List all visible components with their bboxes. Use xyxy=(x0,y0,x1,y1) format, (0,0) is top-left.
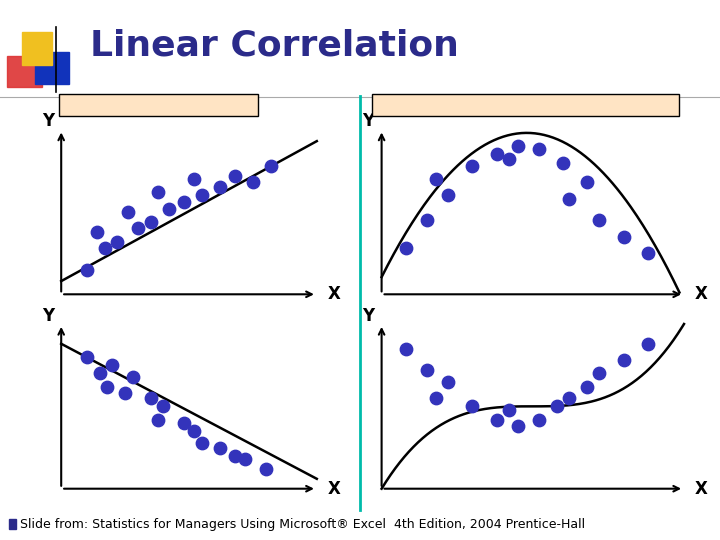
Point xyxy=(189,174,200,183)
Point xyxy=(618,356,629,364)
Text: Y: Y xyxy=(363,307,374,325)
Text: Slide from: Statistics for Managers Using Microsoft® Excel  4th Edition, 2004 Pr: Slide from: Statistics for Managers Usin… xyxy=(20,518,585,531)
Point xyxy=(503,406,514,414)
Point xyxy=(431,174,442,183)
Point xyxy=(178,418,189,427)
Point xyxy=(196,191,207,200)
Point xyxy=(102,382,113,391)
Point xyxy=(421,216,433,225)
Point xyxy=(642,249,654,258)
Point xyxy=(442,377,454,386)
Point xyxy=(214,443,225,452)
Point xyxy=(145,218,156,226)
Point xyxy=(122,207,133,216)
Point xyxy=(467,161,478,170)
Text: Y: Y xyxy=(42,112,54,131)
Point xyxy=(582,382,593,391)
Point xyxy=(593,216,605,225)
Point xyxy=(533,145,544,154)
Point xyxy=(189,427,200,435)
Point xyxy=(91,227,103,236)
Bar xyxy=(35,52,69,84)
Point xyxy=(533,415,544,424)
Point xyxy=(132,224,144,233)
Text: Y: Y xyxy=(363,112,374,131)
Point xyxy=(107,361,118,369)
Point xyxy=(552,402,563,410)
Point xyxy=(503,155,514,164)
Point xyxy=(400,244,412,253)
Bar xyxy=(9,519,16,529)
Point xyxy=(229,171,240,180)
Bar xyxy=(7,56,42,87)
Point xyxy=(145,394,156,402)
Point xyxy=(467,402,478,410)
Point xyxy=(557,158,569,167)
Point xyxy=(593,369,605,378)
Text: Linear relationships: Linear relationships xyxy=(73,98,244,113)
FancyBboxPatch shape xyxy=(59,94,258,116)
Point xyxy=(99,244,110,253)
FancyBboxPatch shape xyxy=(372,94,679,116)
Point xyxy=(153,188,164,197)
Text: X: X xyxy=(695,285,708,303)
Point xyxy=(196,438,207,447)
Point xyxy=(127,373,138,381)
Point xyxy=(512,422,523,430)
Point xyxy=(582,178,593,187)
Point xyxy=(512,141,523,150)
Text: X: X xyxy=(328,285,341,303)
Bar xyxy=(22,32,52,65)
Text: Y: Y xyxy=(42,307,54,325)
Point xyxy=(247,178,258,187)
Point xyxy=(94,369,105,378)
Point xyxy=(120,389,131,397)
Point xyxy=(229,451,240,460)
Point xyxy=(163,204,174,213)
Point xyxy=(265,161,276,170)
Point xyxy=(153,415,164,424)
Text: X: X xyxy=(328,480,341,498)
Point xyxy=(491,150,503,159)
Point xyxy=(442,191,454,200)
Point xyxy=(81,265,92,274)
Point xyxy=(491,415,503,424)
Point xyxy=(642,340,654,348)
Point xyxy=(214,183,225,192)
Point xyxy=(563,194,575,203)
Point xyxy=(563,394,575,402)
Text: Curvilinear relationships: Curvilinear relationships xyxy=(420,98,631,113)
Point xyxy=(431,394,442,402)
Point xyxy=(81,353,92,361)
Text: Linear Correlation: Linear Correlation xyxy=(90,29,459,63)
Point xyxy=(260,464,271,473)
Point xyxy=(178,198,189,206)
Point xyxy=(112,237,123,246)
Point xyxy=(618,232,629,241)
Text: X: X xyxy=(695,480,708,498)
Point xyxy=(240,455,251,463)
Point xyxy=(421,366,433,374)
Point xyxy=(158,402,169,410)
Point xyxy=(400,345,412,353)
